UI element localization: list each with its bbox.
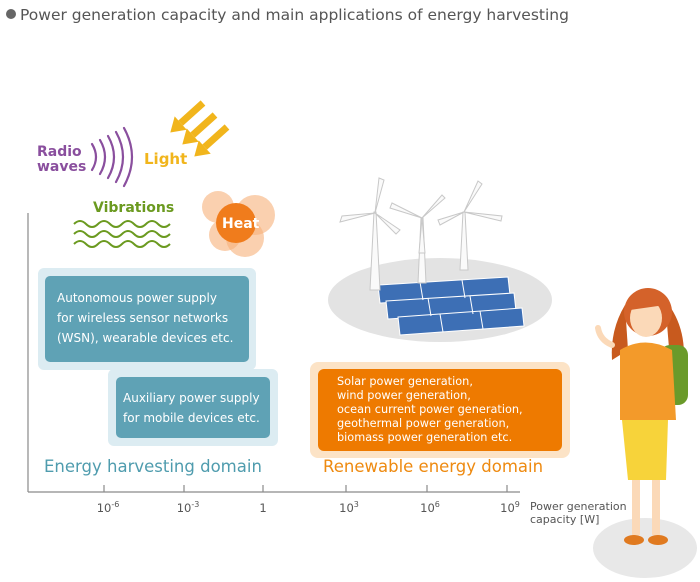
axis-caption-line: capacity [W]	[530, 513, 600, 526]
renewable-energy-domain-label: Renewable energy domain	[323, 457, 544, 476]
x-axis-caption: Power generation capacity [W]	[530, 500, 627, 526]
box-line: ocean current power generation,	[337, 403, 523, 416]
radio-label-line: waves	[37, 159, 87, 175]
box-line: for mobile devices etc.	[123, 411, 260, 425]
axes	[27, 213, 520, 493]
heat-icon	[202, 191, 275, 257]
vibration-waves-icon	[73, 220, 171, 248]
heat-label: Heat	[222, 216, 260, 232]
wind-turbine-icon	[339, 177, 503, 291]
box-line: geothermal power generation,	[337, 417, 510, 430]
axis-caption-line: Power generation	[530, 500, 627, 513]
vibrations-label: Vibrations	[93, 200, 175, 216]
box-line: wind power generation,	[337, 389, 471, 402]
energy-harvesting-domain-label: Energy harvesting domain	[44, 457, 262, 476]
tick-label: 109	[500, 500, 520, 515]
bullet-icon	[6, 9, 16, 19]
tick-label: 1	[259, 500, 267, 515]
box-line: biomass power generation etc.	[337, 431, 513, 444]
auxiliary-supply-box: Auxiliary power supply for mobile device…	[116, 377, 270, 438]
tick-label: 10-6	[96, 500, 120, 515]
radio-waves-label: Radio waves	[37, 145, 86, 175]
renewable-applications-box: Solar power generation, wind power gener…	[318, 369, 562, 451]
light-arrows-icon	[170, 100, 230, 157]
tick-label: 10-3	[176, 500, 200, 515]
radio-label-line: Radio	[37, 144, 82, 160]
woman-illustration	[593, 288, 697, 578]
box-line: for wireless sensor networks	[57, 311, 229, 325]
tick-label: 106	[420, 500, 440, 515]
light-label: Light	[144, 150, 188, 168]
diagram-title: Power generation capacity and main appli…	[6, 6, 569, 24]
box-line: Autonomous power supply	[57, 291, 217, 305]
box-line: (WSN), wearable devices etc.	[57, 331, 234, 345]
tick-label: 103	[339, 500, 359, 515]
box-line: Solar power generation,	[337, 375, 473, 388]
solar-panels-icon	[377, 276, 525, 336]
box-line: Auxiliary power supply	[123, 391, 260, 405]
autonomous-supply-box: Autonomous power supply for wireless sen…	[45, 276, 249, 362]
radio-waves-icon	[90, 126, 134, 188]
renewable-illustration	[328, 177, 552, 342]
